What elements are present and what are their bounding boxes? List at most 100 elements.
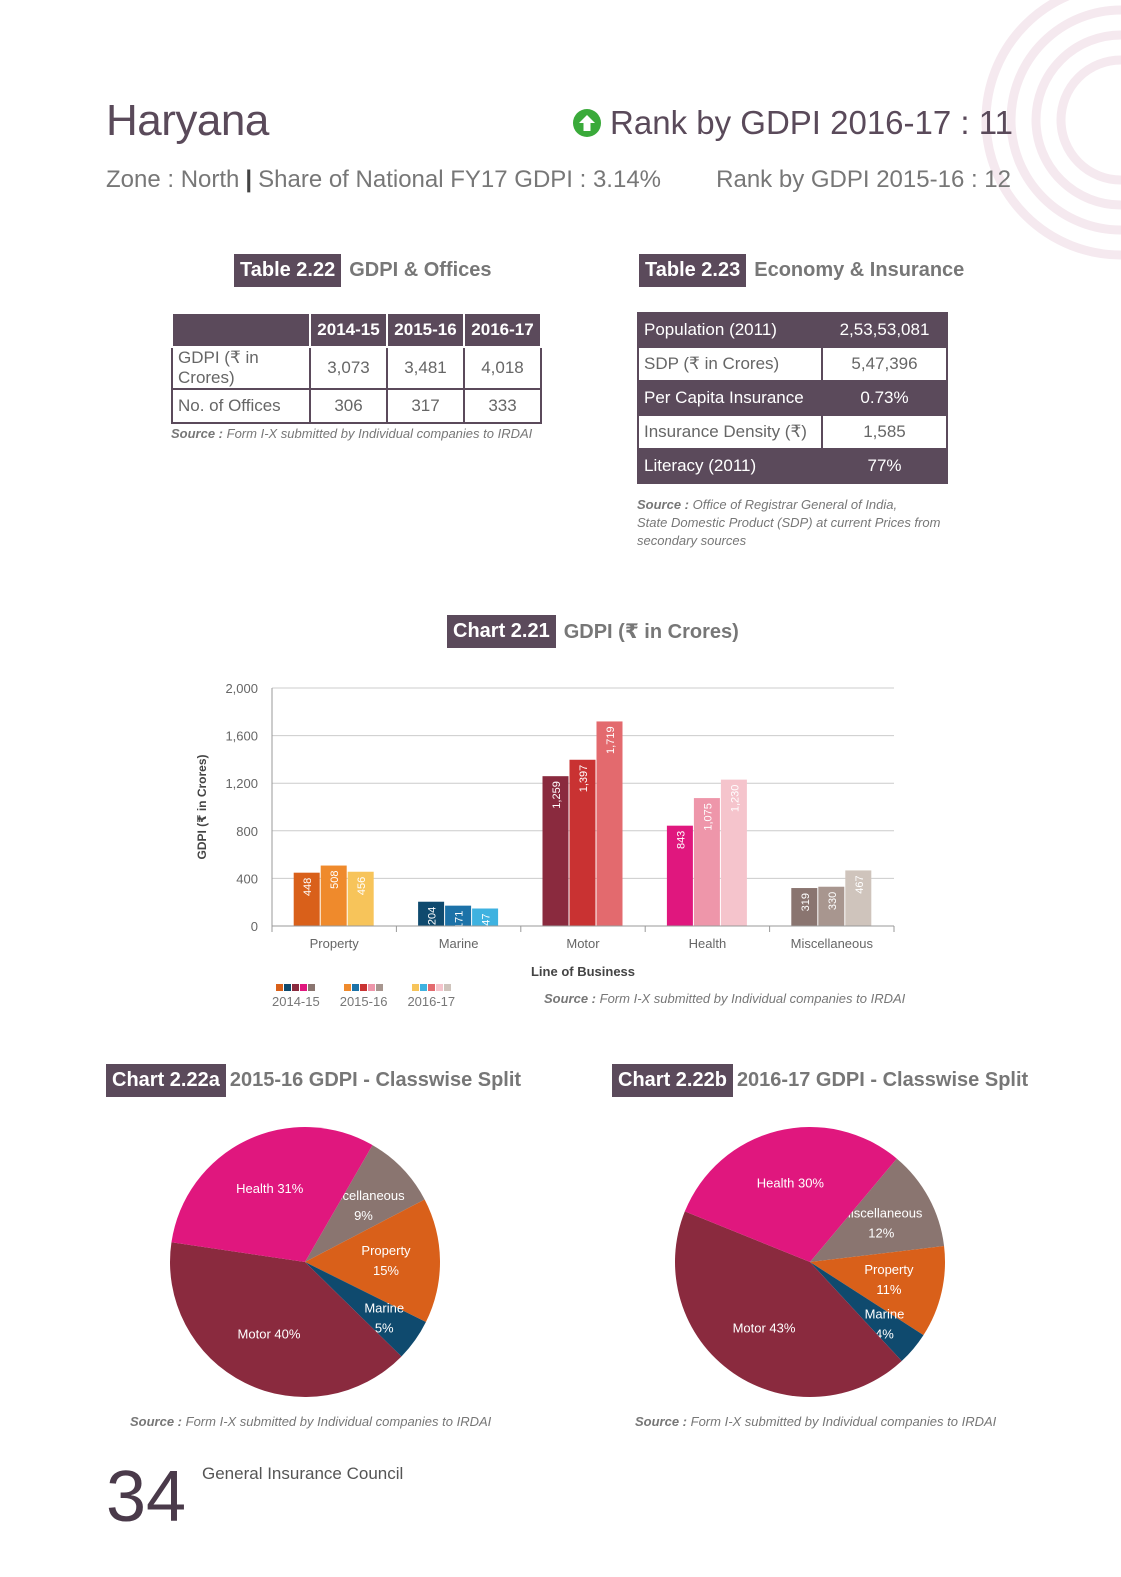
source-label: Source :	[544, 991, 597, 1006]
table-cell: No. of Offices	[171, 388, 311, 424]
table-cell: 333	[463, 388, 542, 424]
pie-slice	[810, 1246, 945, 1336]
pie-slice	[675, 1211, 902, 1397]
table-cell: 77%	[821, 448, 948, 484]
table-row: Literacy (2011) 77%	[637, 448, 948, 484]
table-header-cell: 2014-15	[309, 312, 388, 348]
table-222-source: Source : Form I-X submitted by Individua…	[171, 426, 532, 441]
bar-value-label: 1,397	[578, 765, 590, 793]
bar	[293, 872, 320, 926]
x-axis-title: Line of Business	[531, 964, 635, 979]
pie-slice-label: Property	[864, 1262, 914, 1277]
pie-chart-2015-16: Miscellaneous9%Property15%Marine5%Motor …	[170, 1127, 440, 1397]
page-title: Haryana	[106, 96, 269, 145]
pie-slice-label: Health 31%	[236, 1181, 304, 1196]
chart-221-header: Chart 2.21 GDPI (₹ in Crores)	[447, 615, 739, 648]
source-label: Source :	[130, 1414, 183, 1429]
legend-swatches	[344, 984, 384, 991]
bar	[791, 888, 818, 926]
pie-slice-label: Health 30%	[757, 1175, 825, 1190]
pie-slice-label: Motor 40%	[238, 1327, 301, 1342]
y-tick-label: 0	[251, 919, 258, 934]
table-cell: Insurance Density (₹)	[637, 414, 823, 450]
bar	[596, 721, 623, 926]
bar-value-label: 1,230	[729, 785, 741, 813]
bar-value-label: 171	[454, 911, 466, 929]
decorative-arcs	[981, 0, 1121, 260]
bar	[845, 870, 872, 926]
table-header-cell: 2016-17	[463, 312, 542, 348]
table-222-title: GDPI & Offices	[349, 259, 492, 281]
pie-slice	[305, 1262, 426, 1357]
rank-current: Rank by GDPI 2016-17 : 11	[572, 104, 1013, 142]
zone-share-line: Zone : North | Share of National FY17 GDPI…	[106, 166, 661, 194]
legend-swatches	[276, 984, 316, 991]
table-cell: SDP (₹ in Crores)	[637, 346, 823, 382]
rank-current-text: Rank by GDPI 2016-17 : 11	[610, 104, 1013, 141]
bar	[818, 886, 845, 926]
bar	[445, 905, 472, 926]
pie-slice-label: 5%	[375, 1320, 394, 1335]
table-row: Population (2011) 2,53,53,081	[637, 312, 948, 348]
table-cell: GDPI (₹ in Crores)	[171, 346, 311, 390]
x-tick-label: Marine	[439, 936, 479, 951]
separator: |	[245, 166, 253, 193]
table-cell: Per Capita Insurance	[637, 380, 823, 416]
chart-222a-title: 2015-16 GDPI - Classwise Split	[229, 1069, 522, 1091]
bar	[720, 779, 747, 926]
pie-slice	[171, 1127, 373, 1262]
legend-swatch	[411, 984, 419, 991]
share-text: Share of National FY17 GDPI : 3.14%	[258, 166, 662, 193]
source-label: Source :	[635, 1414, 688, 1429]
chart-221-tag: Chart 2.21	[447, 615, 556, 648]
table-cell: 4,018	[463, 346, 542, 390]
pie-slice	[684, 1127, 897, 1262]
source-text: Form I-X submitted by Individual compani…	[185, 1414, 492, 1429]
chart-222b-title: 2016-17 GDPI - Classwise Split	[736, 1069, 1029, 1091]
legend-swatch	[360, 984, 368, 991]
legend-item-2014-15: 2014-15	[272, 984, 320, 1009]
table-cell: 306	[309, 388, 388, 424]
source-text: Form I-X submitted by Individual compani…	[690, 1414, 997, 1429]
pie-slice-label: Miscellaneous	[840, 1205, 923, 1220]
pie-slice	[305, 1199, 440, 1323]
legend-swatch	[292, 984, 300, 991]
source-line-2: State Domestic Product (SDP) at current …	[637, 515, 941, 530]
y-tick-label: 1,600	[225, 729, 258, 744]
legend-item-2015-16: 2015-16	[340, 984, 387, 1009]
bar-value-label: 204	[427, 907, 439, 925]
bar	[542, 776, 569, 926]
gdpi-bar-chart: 0 400 800 1,200 1,600 2,000 Property 448 508 456 M…	[195, 681, 895, 979]
y-axis-title: GDPI (₹ in Crores)	[195, 754, 209, 859]
chart-221-title: GDPI (₹ in Crores)	[563, 621, 739, 643]
pie-slice-label: Marine	[364, 1300, 404, 1315]
bar-value-label: 330	[827, 892, 839, 910]
chart-222a-tag: Chart 2.22a	[106, 1064, 226, 1097]
bar	[569, 759, 596, 926]
source-label: Source :	[637, 497, 690, 512]
bar-chart-legend: 2014-15 2015-16 2016-17	[272, 984, 455, 1009]
bar-value-label: 456	[356, 877, 368, 895]
table-row: Insurance Density (₹) 1,585	[637, 414, 948, 450]
table-cell: 5,47,396	[821, 346, 948, 382]
legend-label: 2014-15	[272, 994, 320, 1009]
table-223-source: Source : Office of Registrar General of …	[637, 496, 940, 550]
page-number: 34	[106, 1457, 187, 1537]
chart-222b-header: Chart 2.22b 2016-17 GDPI - Classwise Spl…	[612, 1064, 1028, 1097]
table-223-tag: Table 2.23	[639, 254, 747, 287]
pie-slice-label: Property	[361, 1243, 411, 1258]
legend-swatch	[427, 984, 435, 991]
zone-text: Zone : North	[106, 166, 240, 193]
legend-swatch	[376, 984, 384, 991]
bar	[320, 865, 347, 926]
pie-slice-label: 12%	[868, 1225, 894, 1240]
source-text: Form I-X submitted by Individual compani…	[599, 991, 906, 1006]
bar	[693, 798, 720, 926]
x-tick-label: Health	[689, 936, 727, 951]
table-header-row: 2014-15 2015-16 2016-17	[171, 312, 542, 348]
table-cell: 3,073	[309, 346, 388, 390]
table-cell: Literacy (2011)	[637, 448, 823, 484]
table-row: SDP (₹ in Crores) 5,47,396	[637, 346, 948, 382]
bar	[418, 901, 445, 926]
footer-org-name: General Insurance Council	[202, 1464, 404, 1483]
